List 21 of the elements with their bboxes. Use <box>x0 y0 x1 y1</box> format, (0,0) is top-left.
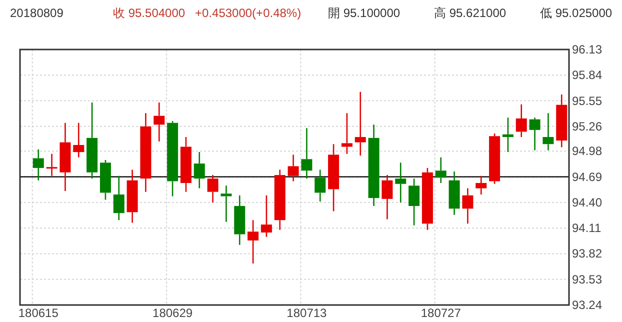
chart-title: 20180809 <box>10 6 64 20</box>
y-tick-label: 94.11 <box>572 221 602 236</box>
y-tick-label: 95.26 <box>572 119 602 134</box>
x-tick-label: 180615 <box>18 306 59 320</box>
y-tick-label: 93.24 <box>572 298 602 312</box>
text: 低 95.025000 <box>540 6 612 20</box>
text: 收 95.504000 <box>113 6 186 20</box>
y-tick-label: 94.98 <box>572 144 602 158</box>
y-tick-label: 94.40 <box>572 195 602 210</box>
y-tick-label: 95.55 <box>572 94 602 108</box>
y-tick-label: 93.53 <box>572 272 602 286</box>
y-tick-label: 96.13 <box>572 42 602 56</box>
x-tick-label: 180629 <box>152 306 193 320</box>
x-tick-label: 180727 <box>420 306 462 320</box>
text: 開 95.100000 <box>328 6 400 20</box>
text: +0.453000(+0.48%) <box>195 6 302 20</box>
y-tick-label: 93.82 <box>572 246 602 261</box>
text: 高 95.621000 <box>434 6 506 20</box>
y-tick-label: 95.84 <box>572 68 602 82</box>
y-tick-label: 94.69 <box>572 170 602 184</box>
x-tick-label: 180713 <box>286 306 328 320</box>
